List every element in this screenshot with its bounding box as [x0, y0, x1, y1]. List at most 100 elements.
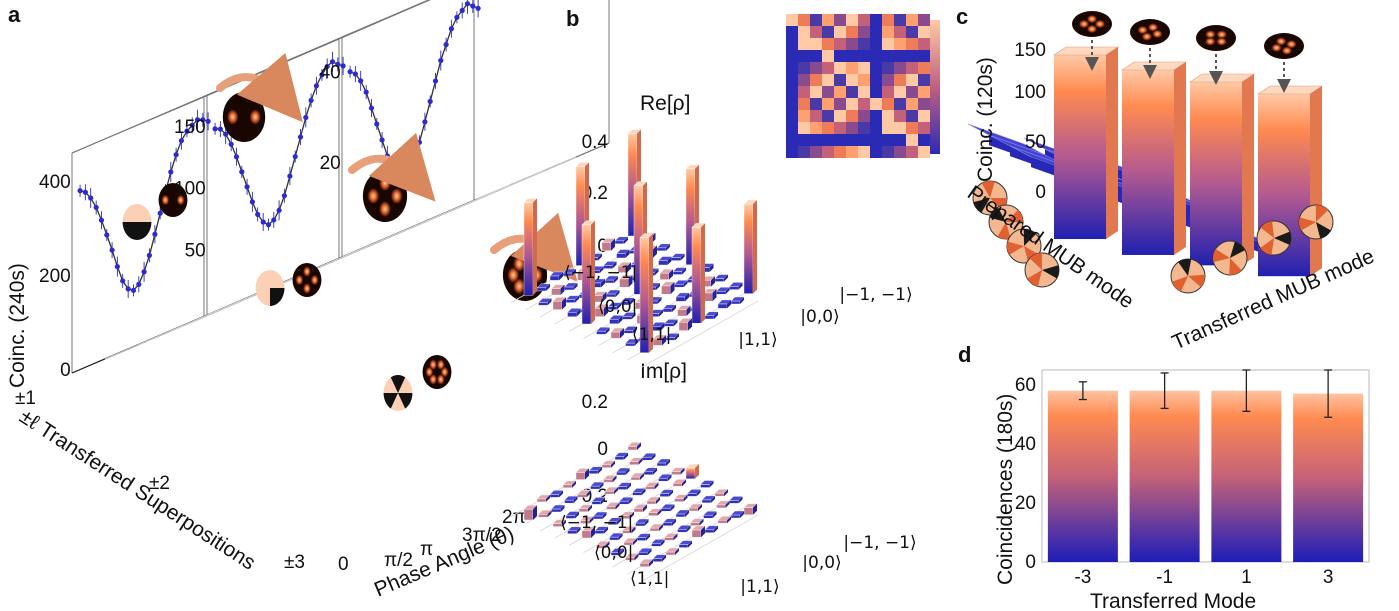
- heatmap-cell: [798, 134, 810, 146]
- im-bar: [677, 529, 687, 533]
- b-re-col-label: |1,1⟩: [738, 330, 777, 350]
- heatmap-cell: [882, 62, 894, 74]
- heatmap-cell: [894, 74, 906, 86]
- a-depth-tick-label: ±3: [284, 552, 305, 573]
- im-bar: [662, 522, 673, 526]
- b-im-row-label: ⟨0,0|: [594, 543, 633, 563]
- heatmap-cell: [906, 38, 918, 50]
- im-bar: [656, 462, 667, 467]
- c-top-mode-lobe: [1141, 32, 1152, 41]
- heatmap-cell: [846, 62, 858, 74]
- panel-d-bars: [1047, 369, 1364, 562]
- re-bar: [658, 260, 668, 266]
- heatmap-cell: [906, 146, 918, 158]
- im-bar-side: [709, 480, 714, 488]
- a-data-point: [448, 26, 455, 32]
- petal-lobe: [425, 366, 434, 378]
- im-bar-side: [627, 482, 631, 490]
- heatmap-cell: [894, 86, 906, 98]
- pie-sector: [1042, 265, 1059, 279]
- re-bar-side: [680, 253, 685, 261]
- im-bar-side: [685, 509, 689, 517]
- im-bar-side: [547, 510, 552, 518]
- im-bar: [609, 536, 619, 541]
- heatmap-cell: [798, 14, 810, 26]
- im-bar-side: [602, 512, 607, 519]
- im-bar-side: [562, 519, 566, 527]
- heatmap-cell: [798, 38, 810, 50]
- c-top-mode-lobe: [1216, 37, 1227, 46]
- heatmap-cell: [822, 62, 834, 74]
- panel-d-xlabel: Transferred Mode: [1090, 590, 1256, 611]
- c-top-mode-lobe: [1276, 37, 1287, 46]
- c-y-tick-label: 150: [1014, 40, 1046, 61]
- a-data-point: [281, 193, 287, 199]
- a-data-point: [287, 173, 293, 179]
- heatmap-cell: [906, 26, 918, 38]
- re-bar: [659, 273, 670, 280]
- a-data-point: [244, 184, 250, 190]
- heatmap-cell: [906, 86, 918, 98]
- c-transferred-mode-image: [1298, 204, 1334, 240]
- im-bar: [616, 471, 626, 476]
- heatmap-cell: [822, 14, 834, 26]
- a-data-point: [114, 264, 120, 270]
- heatmap-cell: [798, 86, 810, 98]
- im-bar: [603, 479, 613, 483]
- a-data-point: [77, 188, 83, 194]
- re-bar: [610, 331, 621, 339]
- re-bar-side: [714, 311, 718, 319]
- panel-c-y-ticks: 0 50 100 150: [1014, 40, 1046, 203]
- pie-sector: [997, 222, 1011, 240]
- re-bar: [674, 284, 684, 288]
- d-bar: [1293, 393, 1364, 562]
- re-bar: [675, 296, 686, 302]
- b-im-col-label: |0,0⟩: [802, 553, 841, 573]
- re-bar-side: [611, 238, 615, 251]
- mask-sector: [122, 222, 152, 240]
- heatmap-cell: [894, 38, 906, 50]
- petal-lobe: [440, 366, 449, 378]
- a-box-edge: [341, 0, 431, 38]
- a-data-point: [368, 105, 375, 111]
- im-bar: [577, 494, 587, 498]
- im-bar-side: [620, 548, 624, 556]
- im-bar-side: [649, 559, 653, 567]
- re-bar-side: [725, 287, 730, 295]
- im-bar: [649, 527, 660, 532]
- im-bar: [729, 500, 739, 504]
- heatmap-cell: [846, 146, 858, 158]
- heatmap-cell: [870, 14, 882, 26]
- im-bar: [627, 446, 638, 451]
- heatmap-cell: [786, 122, 798, 134]
- c-top-mode-lobe: [1271, 43, 1282, 52]
- im-bar-side: [634, 553, 639, 561]
- im-bar: [716, 504, 726, 509]
- c-transferred-mode-image: [1256, 220, 1292, 256]
- heatmap-cell: [894, 98, 906, 110]
- im-bar-side: [615, 502, 620, 510]
- re-bar-side: [724, 274, 728, 282]
- panel-a-phase-zero: 0: [338, 554, 349, 575]
- heatmap-cell: [882, 110, 894, 122]
- b-im-row-label: ⟨1,1|: [630, 569, 669, 589]
- a-box-edge: [71, 0, 430, 154]
- im-bar-side: [646, 533, 650, 541]
- a-data-point: [146, 252, 152, 259]
- a-data-point: [374, 121, 380, 127]
- heatmap-cell: [810, 98, 822, 110]
- b-im-col-label: |−1, −1⟩: [843, 533, 916, 553]
- heatmap-cell: [894, 122, 906, 134]
- im-bar: [675, 513, 686, 518]
- a-data-point: [249, 199, 255, 205]
- panel-c-ylabel: Coinc. (120s): [974, 57, 997, 182]
- re-bar-side: [688, 318, 692, 331]
- heatmap-cell: [810, 26, 822, 38]
- a-phase-tick-label: π/2: [384, 550, 413, 571]
- im-bar: [629, 461, 639, 465]
- panel-a-y-ticks: 0 200 400 50 100 150 20 40: [39, 62, 341, 381]
- heatmap-cell: [846, 38, 858, 50]
- b-re-row-label: ⟨1,1|: [632, 325, 671, 345]
- heatmap-cell: [810, 62, 822, 74]
- pie-sector: [1007, 241, 1024, 255]
